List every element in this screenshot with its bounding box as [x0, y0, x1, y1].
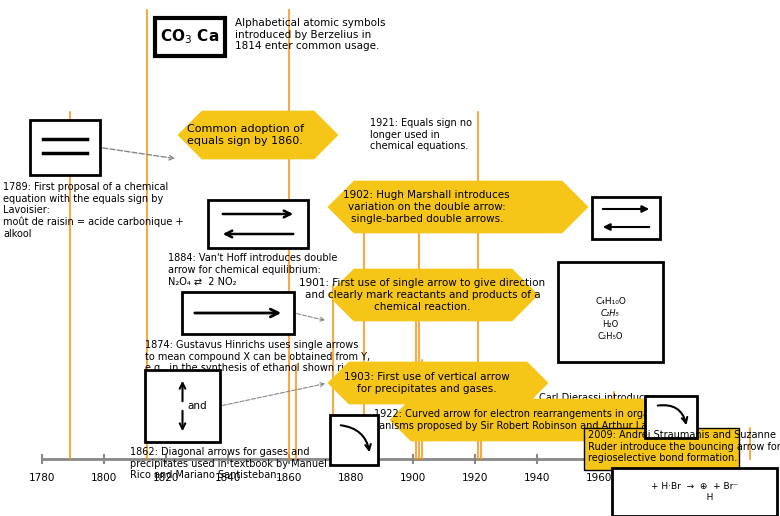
- FancyBboxPatch shape: [155, 18, 225, 56]
- FancyBboxPatch shape: [558, 262, 663, 362]
- Text: 1980: 1980: [647, 473, 674, 483]
- Text: 1884: Van't Hoff introduces double
arrow for chemical equilibrium:
N₂O₄ ⇄  2 NO₂: 1884: Van't Hoff introduces double arrow…: [168, 253, 338, 286]
- Text: CO$_3$ Ca: CO$_3$ Ca: [161, 28, 220, 46]
- Text: Common adoption of
equals sign by 1860.: Common adoption of equals sign by 1860.: [186, 124, 303, 146]
- FancyBboxPatch shape: [612, 468, 777, 516]
- Text: 1800: 1800: [90, 473, 117, 483]
- Text: 1820: 1820: [153, 473, 179, 483]
- FancyBboxPatch shape: [645, 396, 697, 438]
- Text: 1902: Hugh Marshall introduces
variation on the double arrow:
single-barbed doub: 1902: Hugh Marshall introduces variation…: [343, 190, 510, 223]
- Text: 1920: 1920: [462, 473, 488, 483]
- Polygon shape: [328, 362, 548, 404]
- Text: Alphabetical atomic symbols
introduced by Berzelius in
1814 enter common usage.: Alphabetical atomic symbols introduced b…: [235, 18, 385, 51]
- Polygon shape: [328, 269, 538, 321]
- Text: 1860: 1860: [276, 473, 303, 483]
- Polygon shape: [328, 181, 588, 233]
- Text: 1901: First use of single arrow to give direction
and clearly mark reactants and: 1901: First use of single arrow to give …: [300, 279, 545, 312]
- FancyBboxPatch shape: [592, 197, 660, 239]
- Text: C₂H₅O: C₂H₅O: [597, 332, 623, 341]
- FancyBboxPatch shape: [145, 370, 220, 442]
- Text: 1862: Diagonal arrows for gases and
precipitates used in textbook by Manuel
Rico: 1862: Diagonal arrows for gases and prec…: [130, 447, 327, 480]
- Text: C₂H₅: C₂H₅: [601, 309, 620, 318]
- Polygon shape: [390, 399, 675, 441]
- Text: 1874: Gustavus Hinrichs uses single arrows
to mean compound X can be obtained fr: 1874: Gustavus Hinrichs uses single arro…: [145, 340, 370, 373]
- Text: 1922: Curved arrow for electron rearrangements in organic
mechanisms proposed by: 1922: Curved arrow for electron rearrang…: [352, 409, 685, 431]
- Text: 1789: First proposal of a chemical
equation with the equals sign by
Lavoisier:
m: 1789: First proposal of a chemical equat…: [3, 182, 183, 239]
- Text: 1880: 1880: [339, 473, 364, 483]
- Text: + H·Br  →  ⊕  + Br⁻
           H: + H·Br → ⊕ + Br⁻ H: [651, 482, 738, 502]
- FancyBboxPatch shape: [208, 200, 308, 248]
- Text: 1900: 1900: [400, 473, 427, 483]
- Text: C₄H₁₀O: C₄H₁₀O: [595, 297, 626, 306]
- FancyBboxPatch shape: [30, 120, 100, 175]
- Text: 1940: 1940: [523, 473, 550, 483]
- Text: and: and: [187, 401, 207, 411]
- FancyBboxPatch shape: [330, 415, 378, 465]
- Text: H₂O: H₂O: [602, 320, 619, 329]
- Polygon shape: [178, 111, 338, 159]
- FancyBboxPatch shape: [182, 292, 294, 334]
- Text: 1921: Equals sign no
longer used in
chemical equations.: 1921: Equals sign no longer used in chem…: [370, 118, 472, 151]
- Text: 2000: 2000: [710, 473, 736, 483]
- Text: 1903: First use of vertical arrow
for precipitates and gases.: 1903: First use of vertical arrow for pr…: [344, 372, 510, 394]
- Text: 1960: 1960: [586, 473, 612, 483]
- Text: 1965: Carl Djerassi introduces
the fish hook arrow for single
electron transfers: 1965: Carl Djerassi introduces the fish …: [508, 393, 655, 426]
- FancyBboxPatch shape: [584, 428, 739, 470]
- Text: 2009: Andrei Straumanis and Suzanne
Ruder introduce the bouncing arrow for
regio: 2009: Andrei Straumanis and Suzanne Rude…: [588, 430, 780, 463]
- Text: 1840: 1840: [215, 473, 241, 483]
- Text: 1780: 1780: [29, 473, 55, 483]
